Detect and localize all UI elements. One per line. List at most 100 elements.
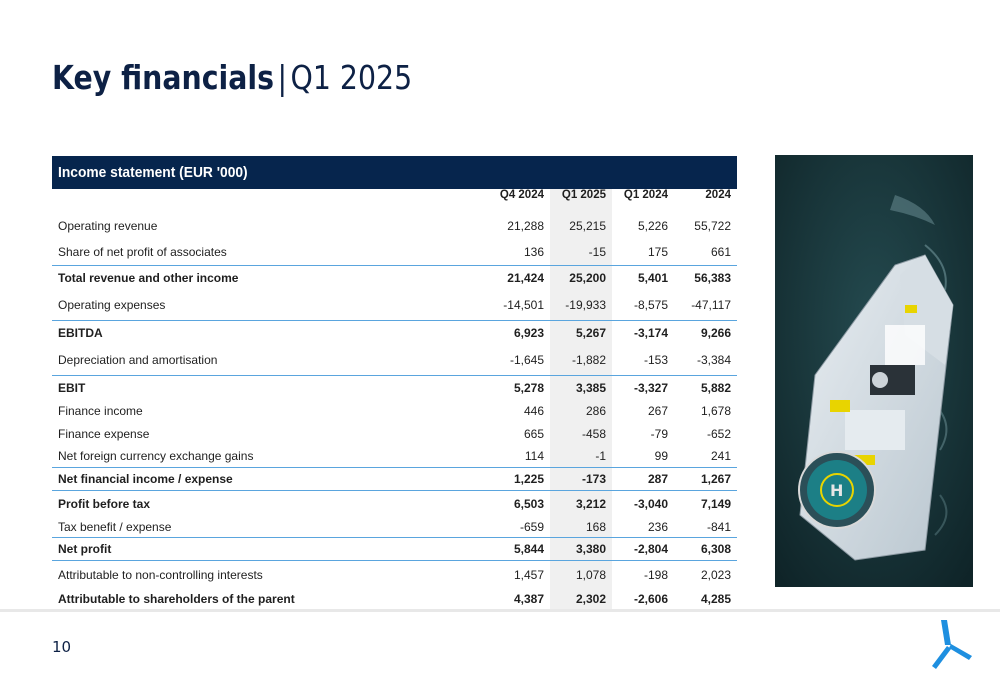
cell-value: 3,380 [550, 538, 612, 560]
cell-value: 1,267 [700, 472, 731, 486]
cell-value: -652 [706, 427, 731, 441]
cell-value: 6,923 [513, 326, 544, 340]
row-label: Total revenue and other income [58, 271, 239, 285]
cell-value: -19,933 [550, 290, 612, 320]
table-heading: Income statement (EUR '000) [52, 156, 737, 189]
cell-value: 5,267 [550, 321, 612, 345]
cell-value: -3,384 [696, 353, 731, 367]
row-label: Operating revenue [58, 219, 158, 233]
table-row: EBIT 5,278 3,385 -3,327 5,882 [52, 375, 737, 400]
cell-value: 56,383 [694, 271, 731, 285]
cell-value: -3,040 [633, 497, 668, 511]
row-label: Finance income [58, 404, 143, 418]
row-label: Net foreign currency exchange gains [58, 449, 254, 463]
cell-value: 665 [523, 427, 544, 441]
table-row: Finance expense 665 -458 -79 -652 [52, 423, 737, 445]
cell-value: 25,200 [550, 266, 612, 290]
table-row: Depreciation and amortisation -1,645 -1,88… [52, 345, 737, 375]
cell-value: 6,503 [513, 497, 544, 511]
cell-value: 5,882 [700, 381, 731, 395]
row-label: Finance expense [58, 427, 150, 441]
cell-value: 7,149 [700, 497, 731, 511]
cell-value: 9,266 [700, 326, 731, 340]
vessel-photo-graphic: H [775, 155, 973, 587]
cell-value: 1,078 [550, 561, 612, 589]
row-label: Share of net profit of associates [58, 245, 227, 259]
table-body: Operating revenue 21,288 25,215 5,226 55,722… [52, 213, 737, 609]
cell-value: -153 [643, 353, 668, 367]
cell-value: 168 [550, 517, 612, 537]
cell-value: -659 [519, 520, 544, 534]
cell-value: 267 [647, 404, 668, 418]
cell-value: 4,387 [513, 592, 544, 606]
row-label: Attributable to non-controlling interest… [58, 568, 263, 582]
row-label: Net profit [58, 542, 112, 556]
cell-value: -173 [550, 468, 612, 490]
cell-value: -3,174 [633, 326, 668, 340]
cell-value: -3,327 [633, 381, 668, 395]
cell-value: -2,804 [633, 542, 668, 556]
vessel-aerial-photo: H [775, 155, 973, 587]
column-header-q4-2024: Q4 2024 [499, 189, 544, 201]
title-period: Q1 2025 [290, 58, 413, 97]
page-number: 10 [52, 638, 72, 656]
cell-value: -458 [550, 423, 612, 445]
cell-value: 286 [550, 400, 612, 423]
row-label: EBIT [58, 381, 86, 395]
cell-value: 5,278 [513, 381, 544, 395]
table-row: Net profit 5,844 3,380 -2,804 6,308 [52, 537, 737, 560]
cell-value: 1,678 [700, 404, 731, 418]
cell-value: 136 [523, 245, 544, 259]
cell-value: 2,023 [700, 568, 731, 582]
title-separator: | [277, 58, 288, 97]
cell-value: 6,308 [700, 542, 731, 556]
table-row: EBITDA 6,923 5,267 -3,174 9,266 [52, 320, 737, 345]
column-header-2024: 2024 [705, 189, 731, 201]
cell-value: 5,844 [513, 542, 544, 556]
cell-value: 236 [647, 520, 668, 534]
cell-value: -1,645 [509, 353, 544, 367]
footer-divider [0, 609, 1000, 612]
cell-value: 1,457 [513, 568, 544, 582]
cell-value: 114 [524, 449, 544, 463]
table-row: Profit before tax 6,503 3,212 -3,040 7,149 [52, 490, 737, 517]
cell-value: -47,117 [691, 298, 731, 312]
cell-value: -841 [706, 520, 731, 534]
cell-value: 1,225 [513, 472, 544, 486]
cell-value: 4,285 [700, 592, 731, 606]
table-row: Attributable to non-controlling interest… [52, 560, 737, 589]
cell-value: 241 [710, 449, 731, 463]
row-label: Net financial income / expense [58, 472, 233, 486]
table-row: Total revenue and other income 21,424 25,2… [52, 265, 737, 290]
cell-value: 25,215 [550, 213, 612, 239]
cell-value: 661 [710, 245, 731, 259]
cell-value: 99 [654, 449, 668, 463]
cell-value: -15 [550, 239, 612, 265]
table-row: Net foreign currency exchange gains 114 -1… [52, 445, 737, 467]
cell-value: 5,226 [637, 219, 668, 233]
table-row: Operating expenses -14,501 -19,933 -8,575 -4… [52, 290, 737, 320]
cell-value: -14,501 [503, 298, 544, 312]
cell-value: 287 [647, 472, 668, 486]
cell-value: -198 [643, 568, 668, 582]
svg-text:H: H [830, 481, 843, 500]
title-main: Key financials [52, 58, 275, 97]
cell-value: 2,302 [550, 589, 612, 609]
cell-value: 21,424 [507, 271, 544, 285]
page-title: Key financials | Q1 2025 [52, 58, 412, 97]
cell-value: 3,212 [550, 491, 612, 517]
table-row: Share of net profit of associates 136 -15 1… [52, 239, 737, 265]
cell-value: -8,575 [633, 298, 668, 312]
turbine-logo-icon [927, 618, 973, 670]
row-label: Attributable to shareholders of the pare… [58, 592, 295, 606]
cell-value: 55,722 [694, 219, 731, 233]
table-row: Attributable to shareholders of the pare… [52, 589, 737, 609]
cell-value: -79 [650, 427, 668, 441]
cell-value: 21,288 [507, 219, 544, 233]
cell-value: -1 [550, 445, 612, 467]
column-header-row: Q4 2024 Q1 2025 Q1 2024 2024 [52, 189, 737, 213]
row-label: Profit before tax [58, 497, 151, 511]
table-row: Net financial income / expense 1,225 -173 2… [52, 467, 737, 490]
cell-value: 446 [523, 404, 544, 418]
row-label: Tax benefit / expense [58, 520, 172, 534]
